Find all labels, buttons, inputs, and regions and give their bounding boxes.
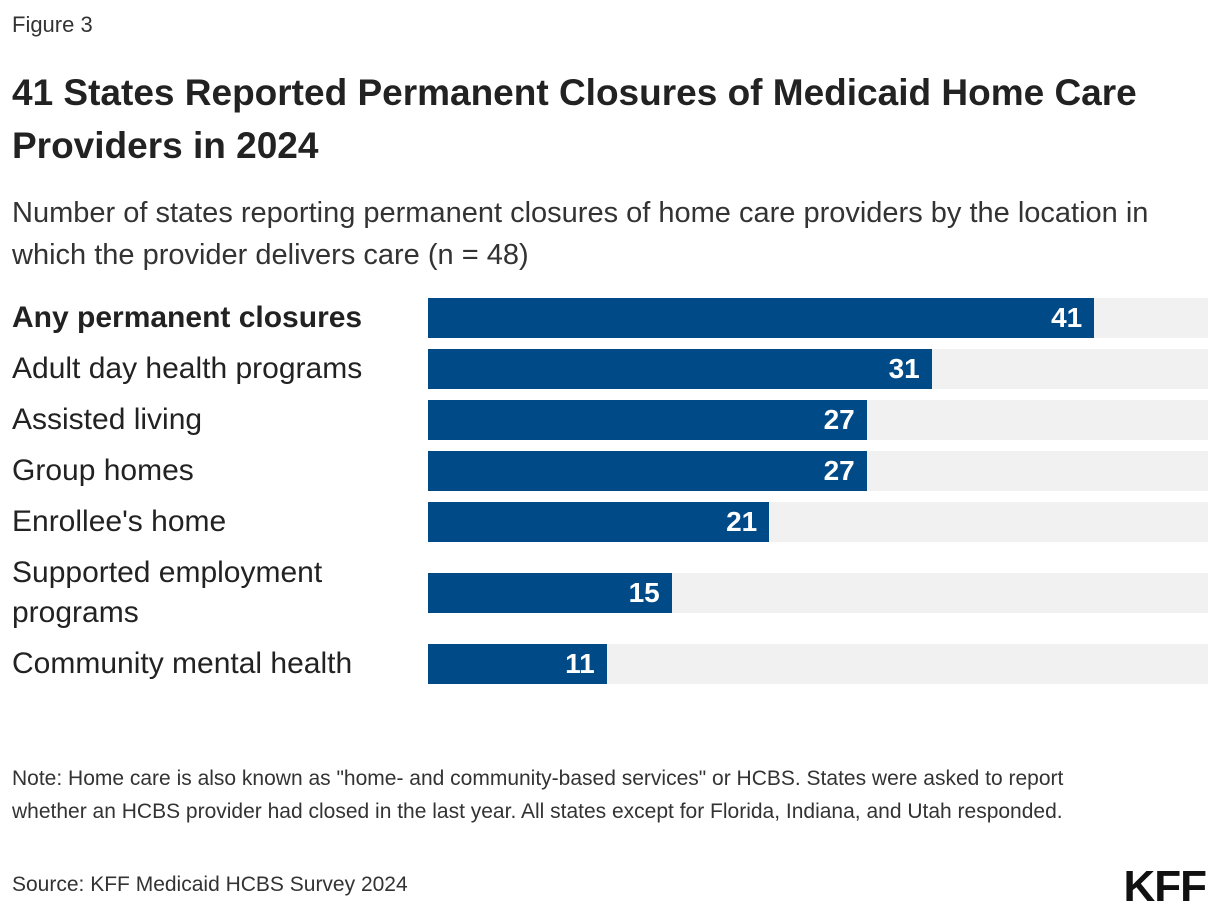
bar-track: 15 — [428, 573, 1208, 613]
bar-track: 21 — [428, 502, 1208, 542]
bar-track: 31 — [428, 349, 1208, 389]
note: Note: Home care is also known as "home- … — [12, 767, 1064, 823]
value-label: 11 — [565, 648, 595, 679]
category-label: Group homes — [12, 454, 194, 487]
bar-track: 41 — [428, 298, 1208, 338]
bar-row: Group homes 27 — [12, 451, 1208, 491]
logo: KFF — [1123, 862, 1207, 911]
bar — [428, 349, 932, 389]
bar — [428, 400, 867, 440]
bar-row: Community mental health 11 — [12, 644, 1208, 684]
category-label: Enrollee's home — [12, 505, 227, 538]
category-label: Adult day health programs — [12, 352, 363, 385]
bar — [428, 451, 867, 491]
value-label: 15 — [628, 577, 660, 608]
bar-row: Adult day health programs 31 — [12, 349, 1208, 389]
bar — [428, 502, 770, 542]
chart-title: 41 States Reported Permanent Closures of… — [12, 72, 1137, 166]
bar-track: 11 — [428, 644, 1208, 684]
category-label: Community mental health — [12, 647, 353, 680]
value-label: 27 — [823, 455, 855, 486]
value-label: 41 — [1051, 302, 1083, 333]
bar-row: Enrollee's home 21 — [12, 502, 1208, 542]
bar-row: Supported employment programs 15 — [12, 553, 1208, 633]
bar-row: Any permanent closures 41 — [12, 298, 1208, 338]
bar — [428, 644, 607, 684]
bar — [428, 298, 1095, 338]
value-label: 31 — [888, 353, 920, 384]
bar-track: 27 — [428, 451, 1208, 491]
figure-label: Figure 3 — [12, 12, 93, 37]
category-label: Any permanent closures — [12, 301, 363, 334]
plot-area: Any permanent closures 41 Adult day health… — [12, 298, 1208, 684]
category-label: Assisted living — [12, 403, 203, 436]
bar — [428, 573, 672, 613]
source: Source: KFF Medicaid HCBS Survey 2024 — [12, 873, 408, 896]
bar-row: Assisted living 27 — [12, 400, 1208, 440]
value-label: 27 — [823, 404, 855, 435]
category-label: Supported employment programs — [12, 556, 323, 629]
chart-subtitle: Number of states reporting permanent clo… — [12, 197, 1149, 271]
bar-track: 27 — [428, 400, 1208, 440]
value-label: 21 — [726, 506, 758, 537]
